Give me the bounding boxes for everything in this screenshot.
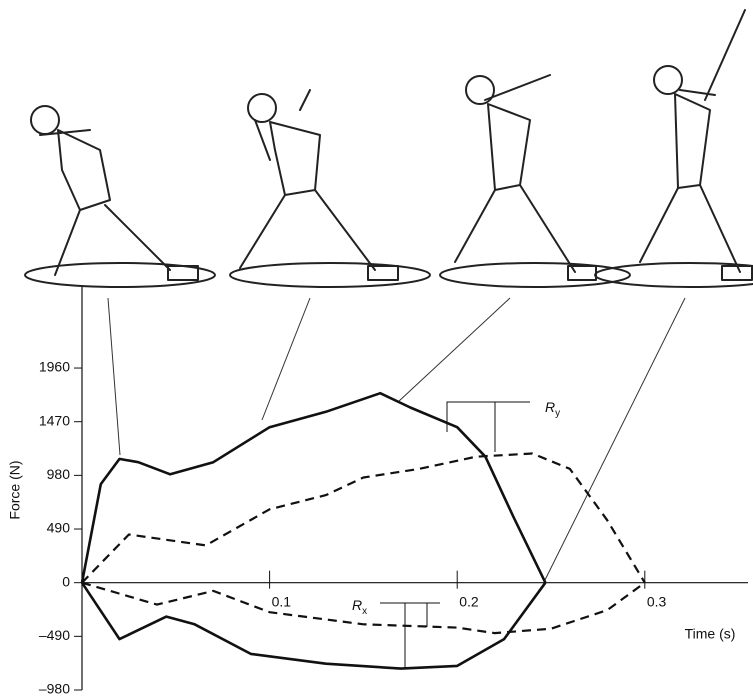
y-tick-label: –490 xyxy=(39,627,70,643)
annotation-label: Ry xyxy=(545,399,560,419)
annotation-bracket xyxy=(446,401,530,452)
x-tick-label: 0.2 xyxy=(459,593,479,609)
y-tick-label: 1960 xyxy=(39,359,70,375)
series-line xyxy=(80,581,547,670)
series-line xyxy=(80,391,547,584)
annotation-symbol: R xyxy=(545,399,555,415)
y-tick-label: –980 xyxy=(39,681,70,695)
annotation-label: Rx xyxy=(352,597,367,617)
y-tick-label: 490 xyxy=(47,520,71,536)
series-line xyxy=(81,452,646,584)
annotation-subscript: y xyxy=(555,408,560,419)
annotation-symbol: R xyxy=(352,597,362,613)
series-line xyxy=(81,581,646,635)
y-axis-label: Force (N) xyxy=(7,460,23,519)
leader-lines xyxy=(107,297,686,581)
y-tick-label: 0 xyxy=(62,573,70,589)
athlete-illustrations xyxy=(24,9,753,288)
annotation-subscript: x xyxy=(362,606,367,617)
x-axis-label: Time (s) xyxy=(685,626,736,642)
y-tick-label: 980 xyxy=(47,466,71,482)
x-tick-label: 0.1 xyxy=(272,593,292,609)
y-tick-label: 1470 xyxy=(39,412,70,428)
x-tick-label: 0.3 xyxy=(647,593,667,609)
annotation-bracket xyxy=(380,602,440,668)
